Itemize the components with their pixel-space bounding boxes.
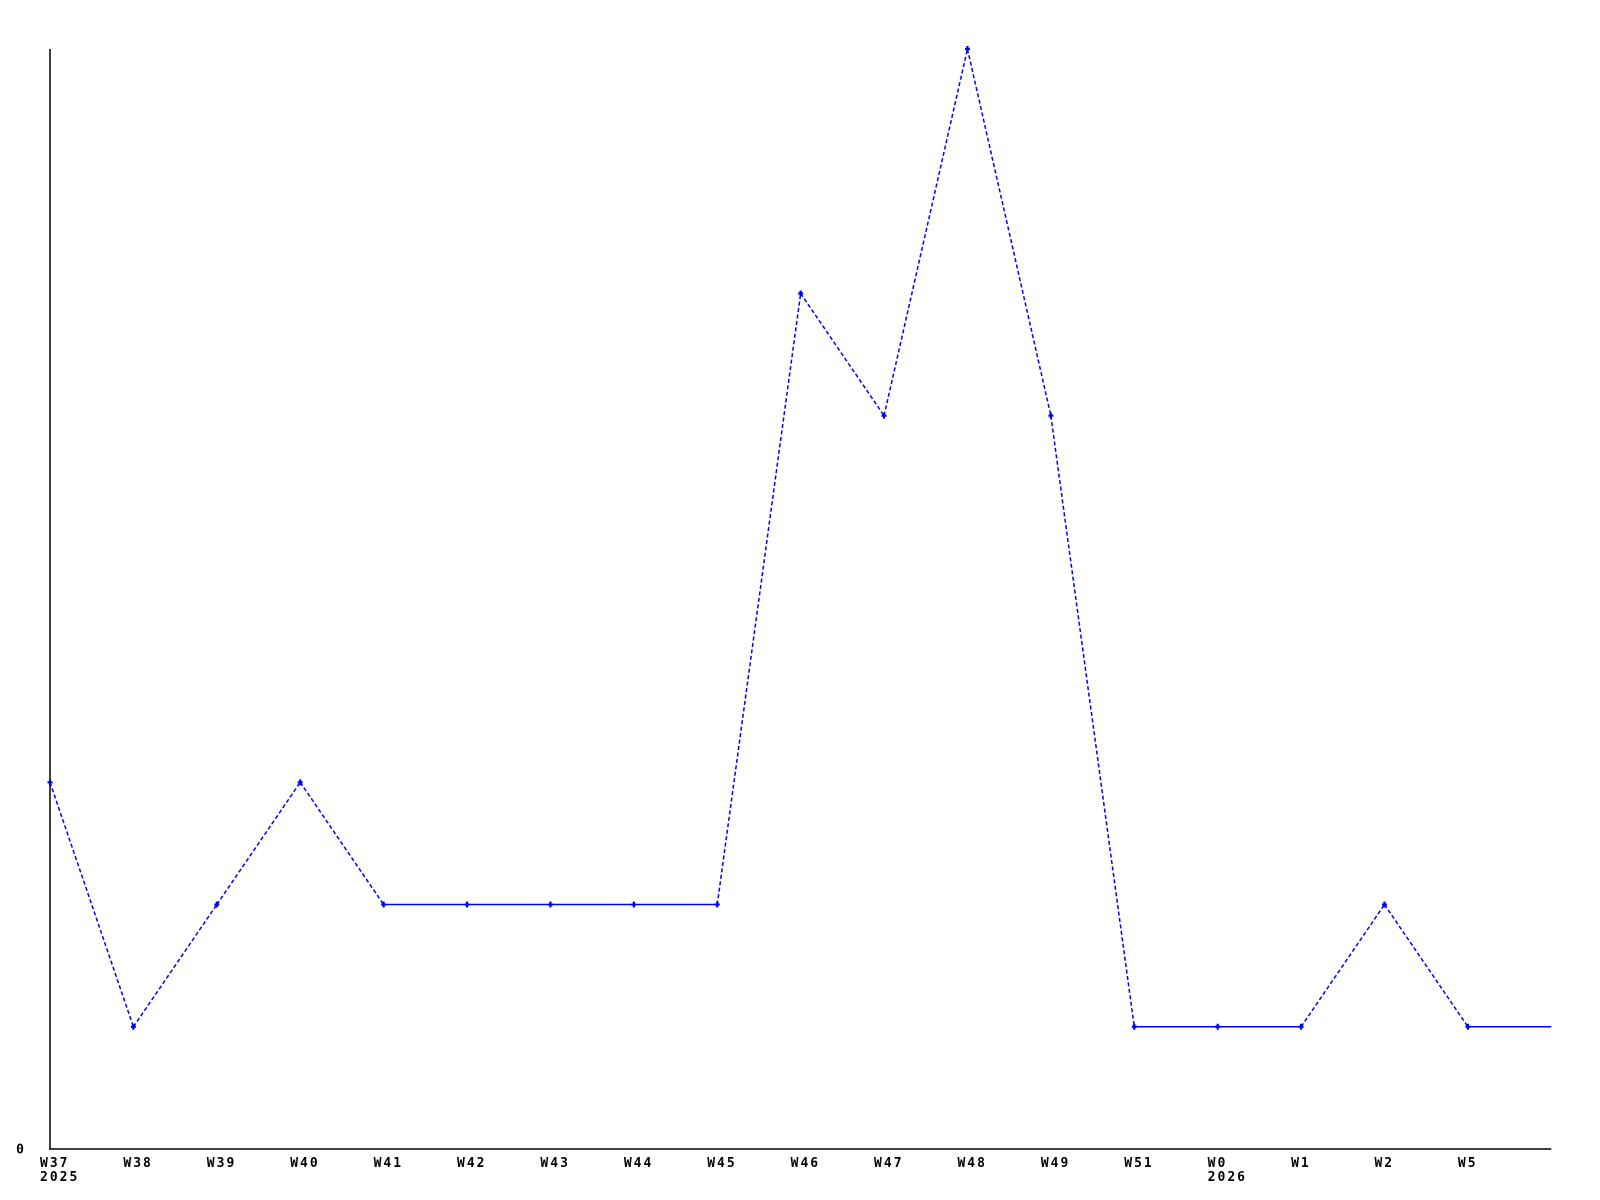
x-tick-label: W2 <box>1374 1156 1394 1171</box>
data-point-marker <box>964 46 970 52</box>
data-point-marker <box>1465 1023 1471 1030</box>
x-tick-label: W38 <box>123 1156 152 1171</box>
data-point-marker <box>1381 901 1387 908</box>
series-segment <box>1050 415 1136 1027</box>
data-point-marker <box>1215 1023 1221 1030</box>
data-point-marker <box>798 290 804 297</box>
x-tick-label: W37 <box>40 1156 69 1171</box>
data-point-marker <box>631 901 637 908</box>
data-point-marker <box>547 901 553 908</box>
data-point-marker <box>214 901 220 908</box>
x-year-label: 2025 <box>40 1170 79 1185</box>
data-point-marker <box>381 901 387 908</box>
series-segment <box>800 293 885 417</box>
series-segment <box>299 781 385 905</box>
x-tick-label: W46 <box>791 1156 820 1171</box>
x-tick-label: W45 <box>707 1156 736 1171</box>
x-tick-label: W43 <box>540 1156 569 1171</box>
x-tick-label: W41 <box>374 1156 403 1171</box>
x-tick-label: W47 <box>874 1156 903 1171</box>
x-tick-label: W44 <box>624 1156 653 1171</box>
data-point-marker <box>1298 1023 1304 1030</box>
data-point-marker <box>714 901 720 908</box>
x-tick-label: W5 <box>1458 1156 1478 1171</box>
series-segment <box>216 781 301 905</box>
x-tick-label: W1 <box>1291 1156 1311 1171</box>
data-point-marker <box>1048 412 1054 419</box>
data-point-marker <box>1131 1023 1137 1030</box>
series-segment <box>1300 904 1386 1028</box>
x-tick-label: W48 <box>957 1156 986 1171</box>
series-segment <box>716 293 802 905</box>
series-segment <box>966 48 1052 416</box>
x-year-label: 2026 <box>1208 1170 1247 1185</box>
x-tick-label: W51 <box>1124 1156 1153 1171</box>
x-tick-label: W42 <box>457 1156 486 1171</box>
data-point-marker <box>130 1023 136 1030</box>
x-tick-label: W40 <box>290 1156 319 1171</box>
data-point-marker <box>881 412 887 419</box>
series-segment <box>883 48 969 416</box>
x-tick-label: W0 <box>1208 1156 1228 1171</box>
data-point-marker <box>47 779 53 786</box>
data-point-marker <box>297 779 303 786</box>
x-tick-label: W49 <box>1041 1156 1070 1171</box>
data-point-marker <box>464 901 470 908</box>
series-segment <box>1383 904 1469 1028</box>
y-tick-label: 0 <box>16 1143 26 1158</box>
series-segment <box>49 782 135 1028</box>
x-tick-label: W39 <box>207 1156 236 1171</box>
series-segment <box>132 904 218 1028</box>
